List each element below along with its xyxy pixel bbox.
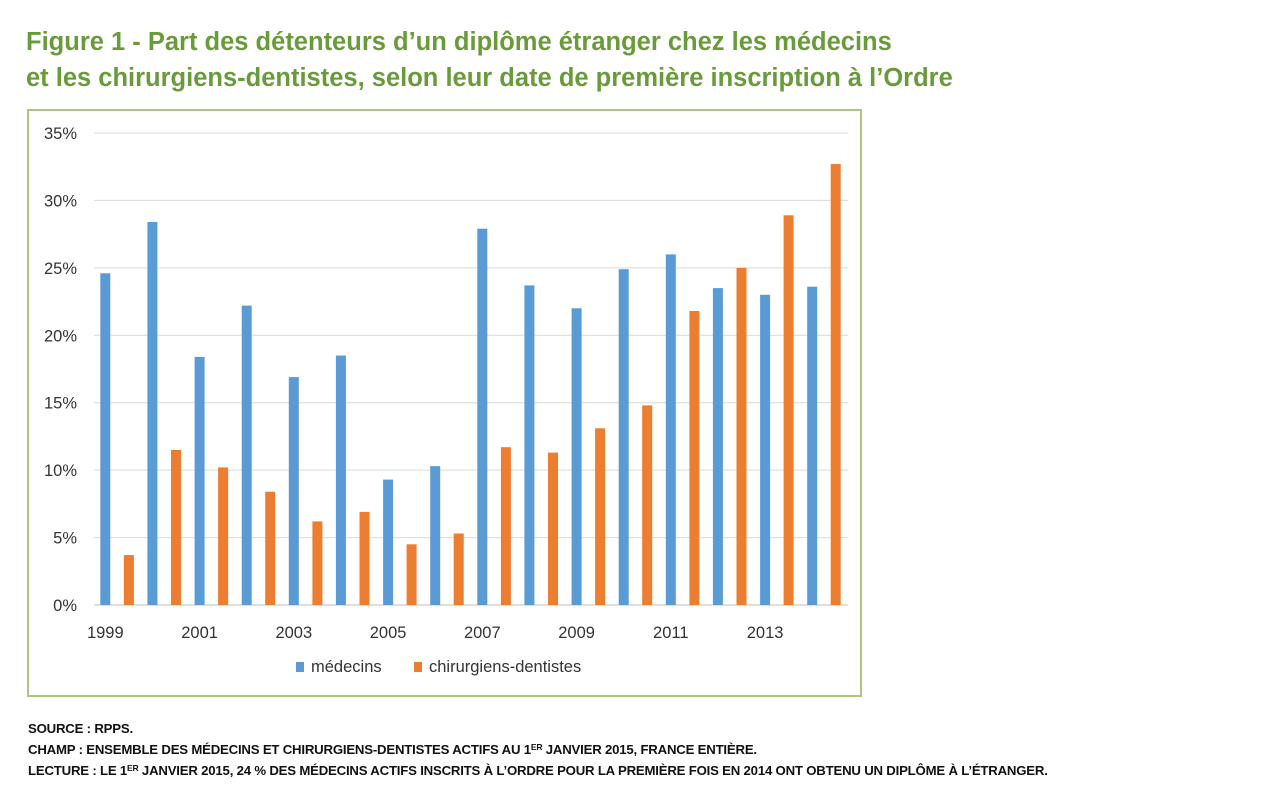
legend-swatch-medecins: [296, 662, 304, 672]
x-tick-label: 2011: [653, 624, 688, 642]
bar-chirurgiens-dentistes: [265, 491, 276, 605]
bar-medecins: [194, 356, 205, 605]
legend-swatch-chirurgiens-dentistes: [414, 662, 422, 672]
bar-medecins: [477, 228, 488, 605]
x-tick-label: 2005: [370, 624, 407, 642]
x-tick-label: 2013: [747, 624, 784, 642]
chart-frame: 0% 5% 10% 15% 20% 25% 30% 35% 1999 2001 2003 2005 20…: [27, 109, 862, 697]
bar-medecins: [524, 285, 535, 605]
reading-note: LECTURE : LE 1ER JANVIER 2015, 24 % DES …: [28, 760, 1048, 781]
y-tick-label: 0%: [53, 597, 77, 615]
scope-note-text-1: CHAMP : ENSEMBLE DES MÉDECINS ET CHIRURG…: [28, 742, 531, 757]
reading-note-superscript: ER: [127, 763, 139, 773]
scope-note: CHAMP : ENSEMBLE DES MÉDECINS ET CHIRURG…: [28, 739, 1048, 760]
x-tick-label: 2003: [275, 624, 312, 642]
scope-note-text-2: JANVIER 2015, FRANCE ENTIÈRE.: [542, 742, 757, 757]
x-tick-label: 2001: [181, 624, 218, 642]
bar-chirurgiens-dentistes: [218, 467, 229, 605]
figure-title: Figure 1 - Part des détenteurs d’un dipl…: [26, 24, 1256, 96]
x-tick-label: 2007: [464, 624, 501, 642]
y-tick-label: 35%: [44, 125, 77, 143]
y-tick-label: 10%: [44, 462, 77, 480]
bar-chirurgiens-dentistes: [642, 405, 653, 605]
bar-chirurgiens-dentistes: [453, 533, 464, 605]
bar-chirurgiens-dentistes: [123, 555, 134, 605]
bar-medecins: [571, 308, 582, 605]
legend-label-medecins: médecins: [311, 658, 382, 676]
bar-medecins: [712, 288, 723, 605]
bar-chirurgiens-dentistes: [171, 449, 181, 605]
reading-note-text-2: JANVIER 2015, 24 % DES MÉDECINS ACTIFS I…: [138, 763, 1048, 778]
figure-title-line-2: et les chirurgiens-dentistes, selon leur…: [26, 64, 953, 92]
bar-chirurgiens-dentistes: [548, 452, 558, 605]
bar-chart: 0% 5% 10% 15% 20% 25% 30% 35% 1999 2001 2003 2005 20…: [44, 125, 848, 676]
bar-medecins: [383, 479, 394, 605]
bar-chirurgiens-dentistes: [783, 215, 794, 606]
y-tick-label: 20%: [44, 327, 77, 345]
bar-chirurgiens-dentistes: [406, 544, 417, 605]
figure-title-line-1: Figure 1 - Part des détenteurs d’un dipl…: [26, 28, 892, 56]
bar-medecins: [100, 273, 111, 605]
bar-medecins: [288, 377, 299, 605]
figure-notes: SOURCE : RPPS. CHAMP : ENSEMBLE DES MÉDE…: [28, 718, 1048, 781]
bar-medecins: [147, 222, 158, 605]
bar-chirurgiens-dentistes: [689, 311, 700, 605]
source-note: SOURCE : RPPS.: [28, 721, 133, 736]
y-tick-label: 30%: [44, 192, 77, 210]
bar-medecins: [760, 294, 771, 605]
y-tick-label: 25%: [44, 260, 77, 278]
bar-medecins: [807, 286, 818, 605]
bar-chirurgiens-dentistes: [736, 267, 747, 605]
x-tick-label: 1999: [87, 624, 124, 642]
bar-chirurgiens-dentistes: [312, 521, 323, 605]
bar-medecins: [430, 466, 441, 605]
y-tick-label: 15%: [44, 395, 77, 413]
scope-note-superscript: ER: [530, 742, 543, 752]
reading-note-text-1: LECTURE : LE 1: [28, 763, 128, 778]
bar-chirurgiens-dentistes: [500, 447, 511, 605]
bar-medecins: [241, 305, 252, 605]
bar-chirurgiens-dentistes: [830, 164, 841, 605]
legend-label-chirurgiens-dentistes: chirurgiens-dentistes: [429, 658, 581, 676]
bar-chirurgiens-dentistes: [595, 428, 606, 605]
bar-medecins: [335, 355, 346, 605]
y-tick-label: 5%: [53, 530, 77, 548]
x-tick-label: 2009: [558, 624, 595, 642]
bar-chirurgiens-dentistes: [359, 511, 370, 605]
bar-medecins: [618, 269, 629, 605]
bar-medecins: [665, 254, 676, 605]
